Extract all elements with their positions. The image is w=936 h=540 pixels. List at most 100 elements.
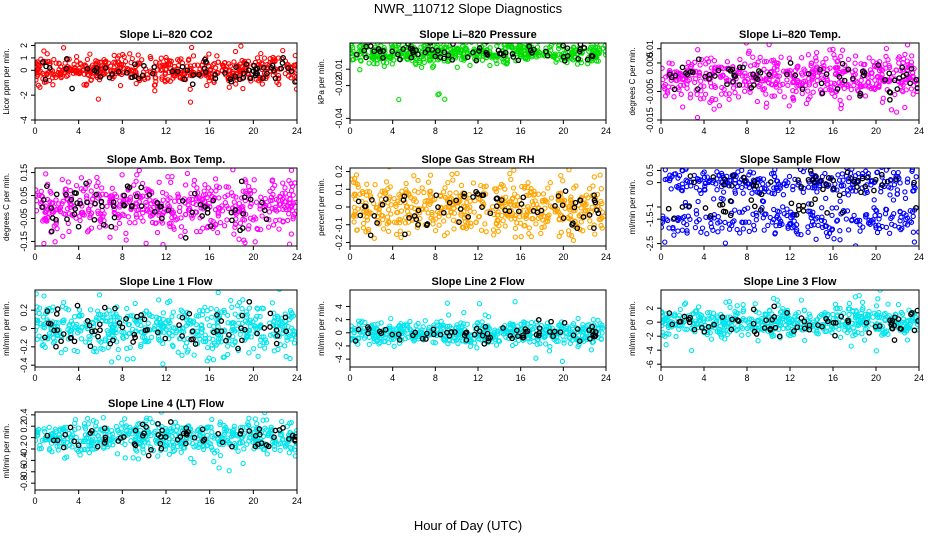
data-point-highlight	[560, 54, 567, 60]
data-point	[41, 48, 47, 54]
data-point-highlight	[408, 54, 415, 61]
data-point	[519, 183, 525, 190]
data-point-highlight	[576, 48, 583, 55]
data-point	[352, 211, 358, 217]
data-point	[737, 230, 743, 236]
data-point	[878, 189, 884, 195]
data-point	[385, 185, 391, 192]
data-point	[96, 292, 103, 298]
data-point	[510, 321, 516, 327]
data-point	[461, 309, 467, 316]
data-point	[687, 95, 693, 101]
data-point	[467, 62, 473, 69]
data-point	[350, 176, 355, 182]
data-point	[668, 186, 674, 192]
data-point	[467, 343, 474, 349]
x-tick-label: 24	[292, 373, 302, 383]
data-point	[684, 228, 690, 234]
data-point	[394, 209, 400, 216]
data-point	[547, 343, 553, 350]
x-tick-label: 12	[473, 126, 483, 136]
data-point	[701, 169, 707, 175]
data-point-highlight	[138, 184, 145, 191]
data-point	[50, 72, 57, 78]
data-point	[359, 318, 365, 324]
data-point	[722, 240, 729, 246]
data-point-highlight	[254, 330, 260, 337]
data-point	[751, 222, 757, 229]
data-point	[890, 70, 897, 76]
data-point	[239, 195, 245, 201]
data-point	[165, 201, 171, 208]
data-point-highlight	[42, 334, 48, 341]
data-point	[662, 239, 668, 245]
data-point	[900, 88, 906, 95]
data-point-highlight	[71, 338, 78, 345]
x-tick-label: 12	[473, 252, 483, 262]
data-point-highlight	[389, 331, 396, 338]
data-point	[79, 325, 85, 331]
data-point	[280, 47, 286, 54]
data-point-highlight	[819, 90, 826, 97]
data-point	[743, 183, 749, 189]
data-point	[36, 310, 42, 317]
data-point-highlight	[448, 329, 455, 335]
data-point	[879, 67, 886, 73]
data-point	[904, 215, 911, 221]
data-point-highlight	[203, 59, 209, 65]
data-point	[662, 168, 668, 173]
data-point-highlight	[748, 84, 755, 91]
data-point-highlight	[96, 321, 103, 328]
data-point-highlight	[363, 54, 369, 61]
x-tick-label: 16	[516, 373, 526, 383]
data-point	[898, 226, 904, 233]
data-point	[857, 217, 863, 224]
data-point-highlight	[355, 326, 362, 333]
data-point	[261, 340, 267, 346]
data-point	[675, 228, 681, 234]
data-point-highlight	[228, 209, 235, 216]
data-point	[454, 170, 460, 177]
data-point	[818, 217, 825, 224]
data-point	[259, 213, 265, 219]
data-point-highlight	[415, 51, 421, 58]
data-point	[719, 84, 725, 91]
data-point	[683, 168, 689, 171]
data-point	[599, 200, 605, 207]
data-point	[745, 205, 751, 211]
data-point	[864, 211, 870, 218]
data-point	[107, 63, 114, 69]
data-point	[243, 211, 249, 217]
data-point	[589, 204, 595, 210]
data-point	[242, 197, 249, 204]
data-point	[67, 202, 73, 208]
data-point	[455, 324, 462, 330]
data-point-highlight	[484, 43, 490, 45]
data-point-highlight	[836, 74, 843, 80]
data-point-highlight	[246, 67, 252, 74]
data-point	[261, 204, 267, 210]
data-point-highlight	[218, 318, 225, 324]
data-point	[706, 179, 712, 186]
data-point	[232, 48, 239, 55]
data-point	[883, 45, 890, 52]
data-point	[873, 223, 879, 229]
data-point-highlight	[240, 210, 246, 217]
data-point	[838, 53, 844, 60]
data-point	[159, 340, 166, 347]
x-tick-label: 4	[701, 252, 706, 262]
data-point	[247, 323, 254, 329]
data-point	[834, 218, 840, 224]
data-point	[751, 227, 758, 233]
data-point-highlight	[395, 331, 402, 338]
y-tick-label: -2.5	[645, 236, 655, 252]
data-point	[430, 217, 436, 223]
data-point	[101, 64, 108, 70]
data-point	[115, 59, 121, 65]
data-point	[446, 312, 452, 318]
data-point	[398, 234, 404, 241]
data-point	[597, 172, 603, 178]
data-point	[911, 239, 918, 245]
